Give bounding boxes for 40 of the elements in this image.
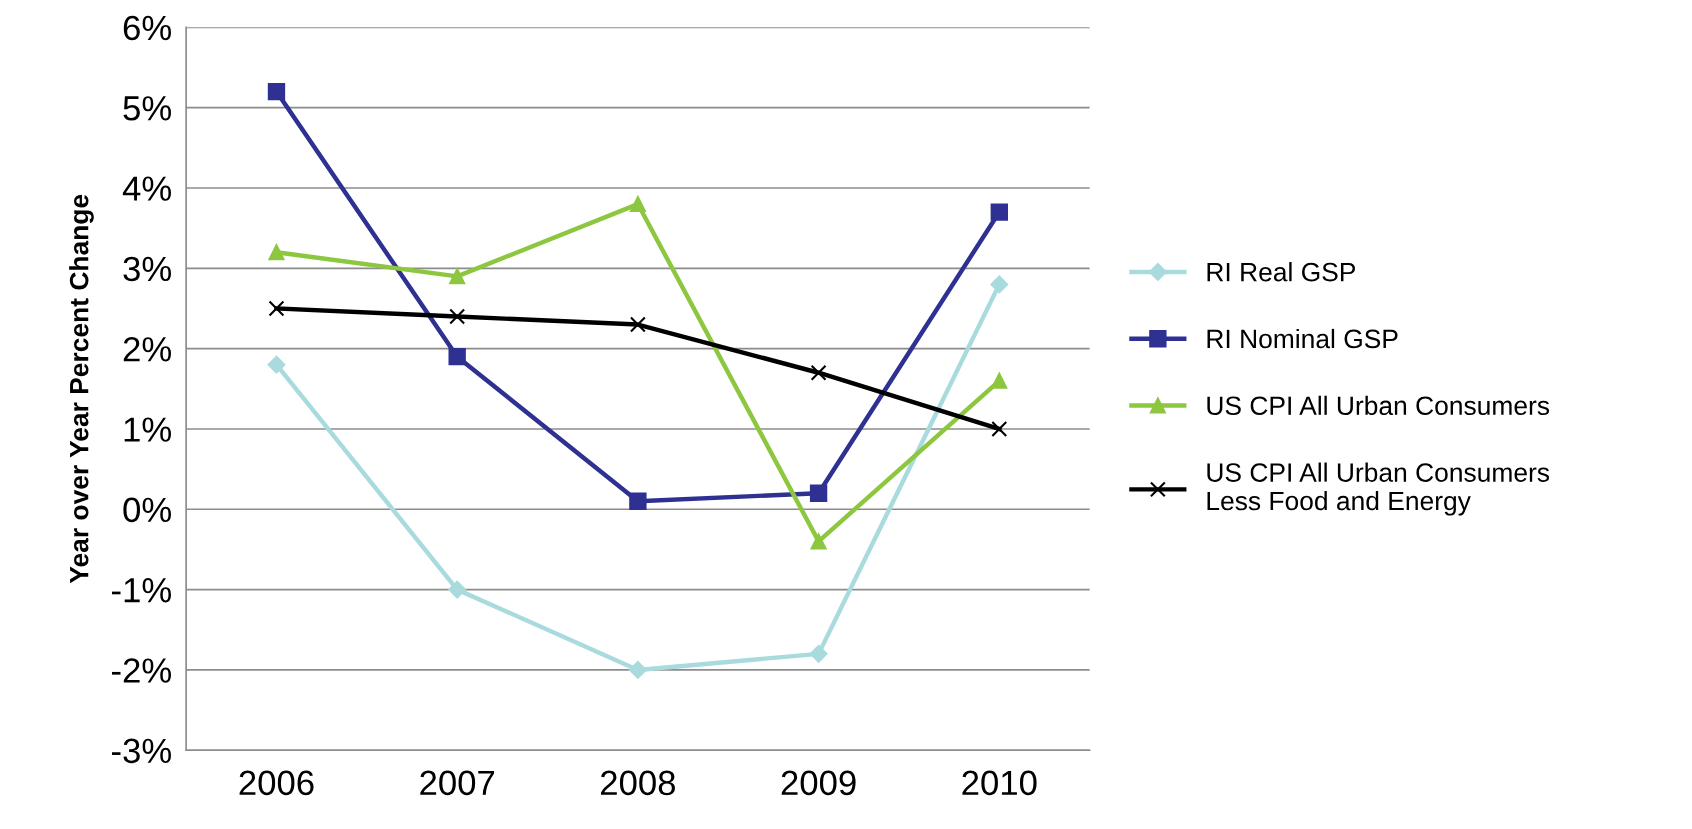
point: [268, 300, 285, 317]
legend-label: RI Real GSP: [1207, 262, 1356, 282]
y-tick-label: 5%: [123, 96, 171, 121]
point: [991, 372, 1008, 389]
point: [990, 275, 1009, 294]
point: [448, 580, 467, 599]
point: [629, 316, 646, 333]
x-tick-label: 2010: [962, 770, 1037, 796]
y-tick-label: 2%: [123, 336, 171, 362]
point: [809, 644, 828, 663]
x-tick-label: 2009: [781, 770, 856, 796]
point: [449, 308, 466, 325]
y-tick-label: 1%: [124, 417, 171, 442]
x-tick-label: 2007: [420, 770, 495, 796]
y-axis-title: Year over Year Percent Change: [69, 194, 94, 584]
point: [448, 347, 466, 366]
y-tick-label: 6%: [123, 15, 171, 41]
x-tick-label: 2008: [601, 770, 675, 796]
legend-label: US CPI All Urban Consumers Less Food and Energy: [1207, 462, 1550, 516]
point: [267, 82, 286, 101]
y-tick-label: 4%: [122, 176, 171, 201]
point: [991, 420, 1008, 437]
y-tick-label: 3%: [123, 256, 171, 282]
y-tick-label: -2%: [112, 658, 171, 683]
x-tick-label: 2006: [239, 770, 314, 796]
point: [268, 244, 285, 261]
y-tick-label: -1%: [112, 578, 171, 603]
point: [267, 355, 286, 374]
point: [990, 203, 1008, 221]
point: [449, 268, 466, 285]
legend-label: US CPI All Urban Consumers: [1207, 395, 1550, 416]
y-tick-label: -3%: [112, 738, 171, 764]
point: [629, 492, 647, 510]
point: [810, 364, 827, 381]
point: [628, 661, 647, 679]
legend-label: RI Nominal GSP: [1207, 328, 1398, 349]
point: [809, 484, 828, 502]
point: [629, 196, 646, 213]
y-tick-label: 0%: [123, 497, 171, 523]
point: [810, 533, 827, 550]
